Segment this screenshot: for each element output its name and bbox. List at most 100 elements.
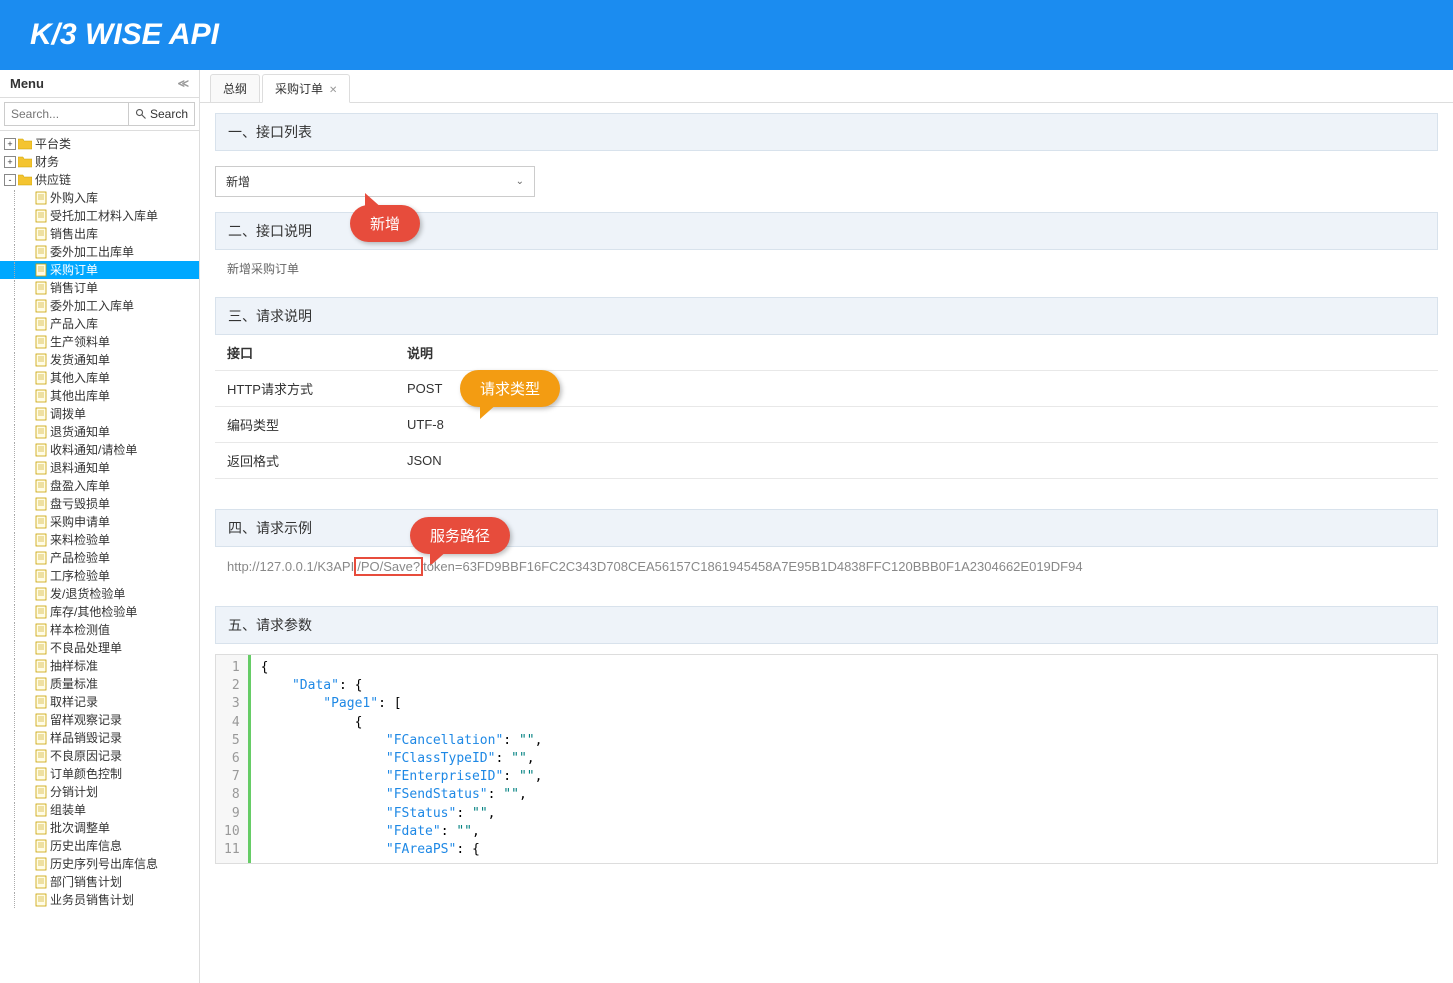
search-icon <box>135 108 147 120</box>
tree-label: 历史序列号出库信息 <box>50 856 158 872</box>
tree-item[interactable]: 工序检验单 <box>0 567 199 585</box>
callout-request-type: 请求类型 <box>460 370 560 407</box>
tree-item[interactable]: 其他出库单 <box>0 387 199 405</box>
table-row: HTTP请求方式POST <box>215 371 1438 407</box>
tab[interactable]: 采购订单✕ <box>262 74 350 103</box>
tree-label: 发货通知单 <box>50 352 110 368</box>
tree-item[interactable]: 批次调整单 <box>0 819 199 837</box>
tree-item[interactable]: 退货通知单 <box>0 423 199 441</box>
main-container: Menu ≪ Search + 平台类 + 财务-供应链外购入库受托加工材料入库单销售… <box>0 70 1453 983</box>
search-button[interactable]: Search <box>129 102 195 126</box>
tree-label: 收料通知/请检单 <box>50 442 137 458</box>
tree-label: 平台类 <box>35 136 71 152</box>
tree-label: 采购申请单 <box>50 514 110 530</box>
tree-label: 产品检验单 <box>50 550 110 566</box>
tree-item[interactable]: 库存/其他检验单 <box>0 603 199 621</box>
tree-item[interactable]: 订单颜色控制 <box>0 765 199 783</box>
tree-item[interactable]: 发货通知单 <box>0 351 199 369</box>
tree-item[interactable]: 产品入库 <box>0 315 199 333</box>
tree-item[interactable]: 业务员销售计划 <box>0 891 199 909</box>
tree-item[interactable]: 退料通知单 <box>0 459 199 477</box>
tab[interactable]: 总纲 <box>210 74 260 102</box>
nav-tree: + 平台类 + 财务-供应链外购入库受托加工材料入库单销售出库委外加工出库单采购订单销… <box>0 131 199 983</box>
tree-item[interactable]: 销售订单 <box>0 279 199 297</box>
section-3-title: 三、请求说明 <box>215 297 1438 335</box>
tree-item[interactable]: 盘盈入库单 <box>0 477 199 495</box>
tree-label: 盘盈入库单 <box>50 478 110 494</box>
tree-label: 调拨单 <box>50 406 86 422</box>
url-highlight: /PO/Save? <box>354 557 423 576</box>
section-4-title: 四、请求示例 <box>215 509 1438 547</box>
tree-item[interactable]: 采购订单 <box>0 261 199 279</box>
tree-item[interactable]: 盘亏毁损单 <box>0 495 199 513</box>
tree-label: 销售出库 <box>50 226 98 242</box>
tree-item[interactable]: 分销计划 <box>0 783 199 801</box>
tree-item[interactable]: 组装单 <box>0 801 199 819</box>
tree-folder[interactable]: -供应链 <box>0 171 199 189</box>
tree-item[interactable]: 调拨单 <box>0 405 199 423</box>
tree-item[interactable]: 生产领料单 <box>0 333 199 351</box>
tree-label: 采购订单 <box>50 262 98 278</box>
tree-item[interactable]: 质量标准 <box>0 675 199 693</box>
tree-label: 历史出库信息 <box>50 838 122 854</box>
tree-label: 业务员销售计划 <box>50 892 134 908</box>
close-icon[interactable]: ✕ <box>329 85 337 96</box>
tree-label: 不良原因记录 <box>50 748 122 764</box>
tree-folder[interactable]: + 平台类 <box>0 135 199 153</box>
table-row: 返回格式JSON <box>215 443 1438 479</box>
search-input[interactable] <box>4 102 129 126</box>
tree-label: 外购入库 <box>50 190 98 206</box>
request-table: 接口 说明 HTTP请求方式POST编码类型UTF-8返回格式JSON <box>215 335 1438 479</box>
tree-toggle[interactable]: + <box>4 138 16 150</box>
search-bar: Search <box>0 98 199 131</box>
th-desc: 说明 <box>395 335 1438 371</box>
table-row: 编码类型UTF-8 <box>215 407 1438 443</box>
tree-item[interactable]: 取样记录 <box>0 693 199 711</box>
request-url: http://127.0.0.1/K3API/PO/Save?token=63F… <box>215 547 1438 586</box>
tree-label: 样本检测值 <box>50 622 110 638</box>
th-interface: 接口 <box>215 335 395 371</box>
tree-item[interactable]: 抽样标准 <box>0 657 199 675</box>
tree-toggle[interactable]: - <box>4 174 16 186</box>
api-description: 新增采购订单 <box>215 250 1438 287</box>
tree-item[interactable]: 来料检验单 <box>0 531 199 549</box>
section-1-title: 一、接口列表 <box>215 113 1438 151</box>
collapse-icon[interactable]: ≪ <box>177 77 189 90</box>
tree-label: 委外加工入库单 <box>50 298 134 314</box>
tree-item[interactable]: 委外加工出库单 <box>0 243 199 261</box>
code-lines: { "Data": { "Page1": [ { "FCancellation"… <box>251 655 553 863</box>
tree-item[interactable]: 不良原因记录 <box>0 747 199 765</box>
tree-item[interactable]: 销售出库 <box>0 225 199 243</box>
tree-toggle[interactable]: + <box>4 156 16 168</box>
content-area: 总纲采购订单✕ 一、接口列表 新增 ⌄ 新增 二、接口说明 新增采购订单 三、请… <box>200 70 1453 983</box>
callout-new: 新增 <box>350 205 420 242</box>
tree-item[interactable]: 样品销毁记录 <box>0 729 199 747</box>
menu-header: Menu ≪ <box>0 70 199 98</box>
tree-item[interactable]: 收料通知/请检单 <box>0 441 199 459</box>
tree-item[interactable]: 样本检测值 <box>0 621 199 639</box>
tree-item[interactable]: 其他入库单 <box>0 369 199 387</box>
tree-label: 其他入库单 <box>50 370 110 386</box>
tree-item[interactable]: 部门销售计划 <box>0 873 199 891</box>
tree-label: 受托加工材料入库单 <box>50 208 158 224</box>
tree-item[interactable]: 采购申请单 <box>0 513 199 531</box>
tree-item[interactable]: 发/退货检验单 <box>0 585 199 603</box>
tree-item[interactable]: 留样观察记录 <box>0 711 199 729</box>
tree-label: 工序检验单 <box>50 568 110 584</box>
tree-label: 财务 <box>35 154 59 170</box>
tree-item[interactable]: 外购入库 <box>0 189 199 207</box>
tree-label: 批次调整单 <box>50 820 110 836</box>
tree-label: 样品销毁记录 <box>50 730 122 746</box>
tree-item[interactable]: 受托加工材料入库单 <box>0 207 199 225</box>
tree-item[interactable]: 委外加工入库单 <box>0 297 199 315</box>
tree-item[interactable]: 历史序列号出库信息 <box>0 855 199 873</box>
tree-label: 来料检验单 <box>50 532 110 548</box>
tree-label: 部门销售计划 <box>50 874 122 890</box>
tree-folder[interactable]: + 财务 <box>0 153 199 171</box>
tree-label: 销售订单 <box>50 280 98 296</box>
tree-item[interactable]: 历史出库信息 <box>0 837 199 855</box>
tree-item[interactable]: 不良品处理单 <box>0 639 199 657</box>
tree-label: 质量标准 <box>50 676 98 692</box>
tree-item[interactable]: 产品检验单 <box>0 549 199 567</box>
tree-label: 生产领料单 <box>50 334 110 350</box>
